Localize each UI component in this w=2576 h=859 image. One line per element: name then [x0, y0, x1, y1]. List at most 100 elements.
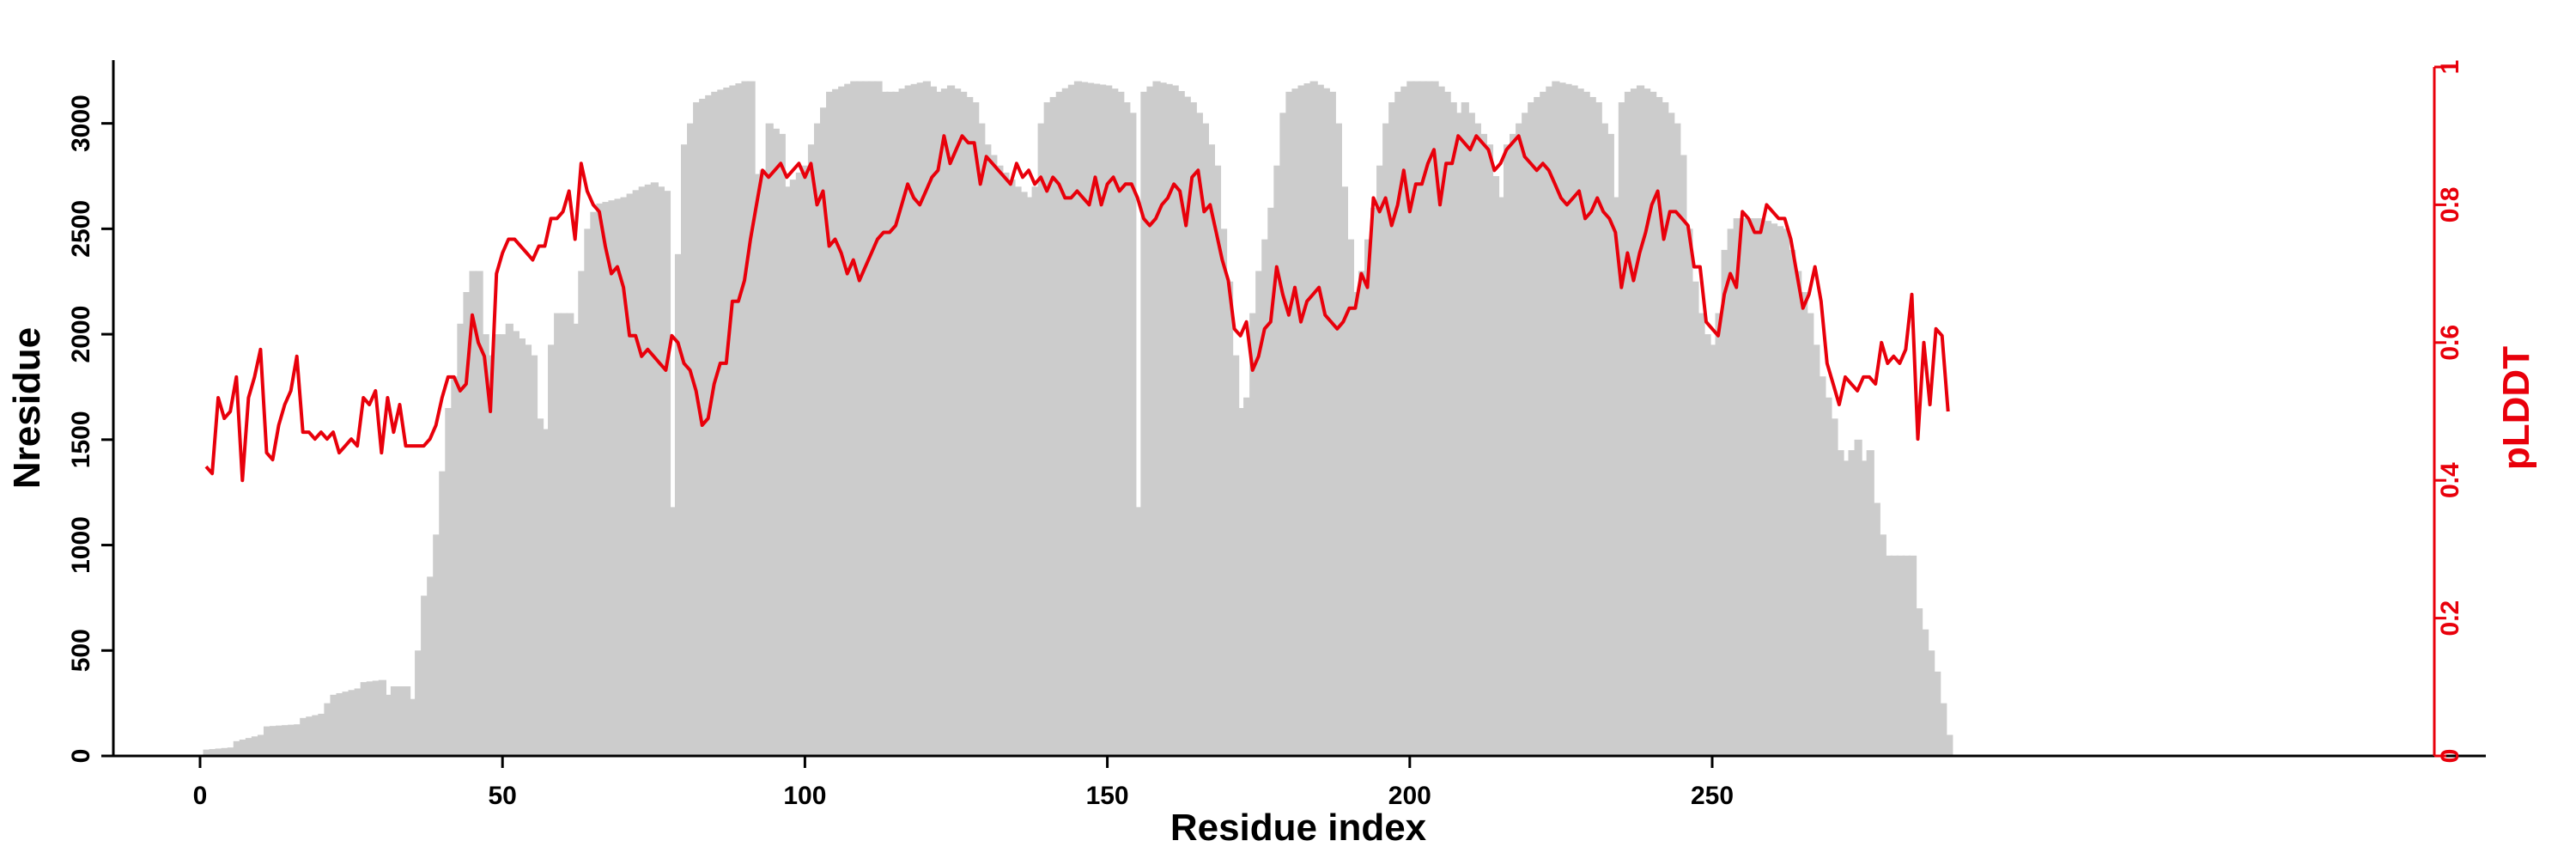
bar-216 [1503, 144, 1512, 756]
bar-206 [1443, 91, 1451, 757]
bar-238 [1636, 85, 1645, 757]
bar-181 [1291, 88, 1300, 757]
bar-75 [650, 182, 659, 756]
bar-70 [620, 197, 629, 756]
bar-250 [1709, 344, 1717, 756]
x-axis-title: Residue index [1170, 807, 1427, 849]
bar-54 [523, 344, 532, 756]
bar-52 [511, 331, 519, 756]
bar-35 [409, 698, 417, 756]
bar-151 [1110, 88, 1119, 757]
bar-152 [1116, 91, 1125, 757]
bar-65 [590, 211, 598, 756]
bar-235 [1618, 102, 1627, 756]
bar-21 [324, 703, 332, 756]
bar-182 [1297, 85, 1306, 757]
bar-60 [560, 313, 568, 757]
bar-46 [475, 271, 483, 756]
bar-59 [554, 313, 562, 757]
line-series-plddt [204, 134, 1950, 483]
bar-226 [1564, 83, 1572, 757]
bar-218 [1516, 123, 1524, 757]
bar-248 [1697, 313, 1705, 757]
bar-196 [1382, 123, 1391, 757]
bar-232 [1600, 123, 1608, 757]
y-tick-label-500: 500 [67, 629, 95, 672]
bar-286 [1927, 650, 1935, 756]
bar-23 [336, 692, 344, 756]
bar-89 [735, 83, 744, 756]
bar-102 [813, 123, 823, 757]
y-tick-label-0: 0 [67, 749, 95, 764]
bar-129 [977, 123, 986, 757]
bar-24 [342, 691, 350, 756]
y2-tick-label-4: 0.8 [2436, 187, 2464, 223]
bar-28 [366, 681, 374, 756]
bar-112 [874, 81, 883, 756]
bar-190 [1346, 239, 1355, 756]
bar-241 [1655, 96, 1663, 757]
bar-99 [795, 172, 805, 757]
bar-245 [1679, 155, 1687, 757]
bar-15 [288, 724, 296, 756]
bar-114 [886, 91, 895, 757]
bar-220 [1528, 102, 1536, 756]
bar-164 [1188, 102, 1197, 756]
bar-258 [1757, 218, 1766, 756]
bar-98 [789, 180, 798, 756]
plddt-line [204, 134, 1950, 483]
bar-16 [294, 724, 302, 756]
bar-116 [898, 88, 907, 757]
bar-140 [1043, 102, 1052, 756]
bar-252 [1721, 249, 1729, 757]
bar-260 [1769, 223, 1778, 756]
bar-200 [1406, 81, 1415, 756]
y2-tick-label-3: 0.6 [2436, 325, 2464, 361]
bar-17 [300, 717, 308, 756]
bar-142 [1055, 91, 1064, 757]
y-tick-label-1000: 1000 [67, 516, 95, 574]
bar-259 [1763, 221, 1772, 757]
bar-192 [1358, 271, 1367, 756]
bar-169 [1218, 228, 1228, 756]
bar-36 [415, 650, 423, 756]
bar-93 [759, 169, 768, 757]
bar-276 [1866, 450, 1874, 756]
bar-281 [1896, 555, 1905, 756]
bar-85 [711, 91, 720, 757]
bar-118 [910, 83, 919, 757]
bar-284 [1914, 608, 1923, 756]
bar-146 [1079, 82, 1089, 756]
bar-20 [318, 713, 326, 756]
bar-268 [1818, 376, 1826, 756]
bar-198 [1394, 91, 1403, 757]
bar-176 [1261, 239, 1270, 756]
bar-84 [705, 94, 714, 757]
bar-43 [457, 323, 465, 756]
bar-202 [1419, 81, 1427, 756]
bar-series-nresidue [203, 81, 1953, 757]
bar-160 [1164, 83, 1173, 757]
bar-186 [1321, 88, 1330, 756]
bar-167 [1206, 144, 1216, 756]
bar-27 [360, 682, 368, 756]
bar-165 [1194, 113, 1203, 756]
bar-217 [1510, 133, 1518, 757]
bar-251 [1715, 313, 1723, 757]
bar-171 [1231, 355, 1240, 756]
bar-77 [662, 191, 671, 756]
bar-100 [801, 165, 811, 756]
bar-153 [1122, 102, 1131, 756]
bar-8 [245, 738, 254, 756]
bar-126 [959, 91, 968, 757]
bar-257 [1751, 218, 1759, 756]
bar-81 [687, 123, 696, 757]
bar-170 [1224, 281, 1234, 756]
bar-166 [1200, 123, 1209, 757]
bar-11 [263, 726, 272, 756]
bar-144 [1067, 84, 1077, 757]
x-tick-label-0: 0 [193, 782, 208, 810]
bar-62 [572, 323, 580, 756]
bar-266 [1806, 313, 1814, 757]
bar-233 [1606, 133, 1614, 757]
